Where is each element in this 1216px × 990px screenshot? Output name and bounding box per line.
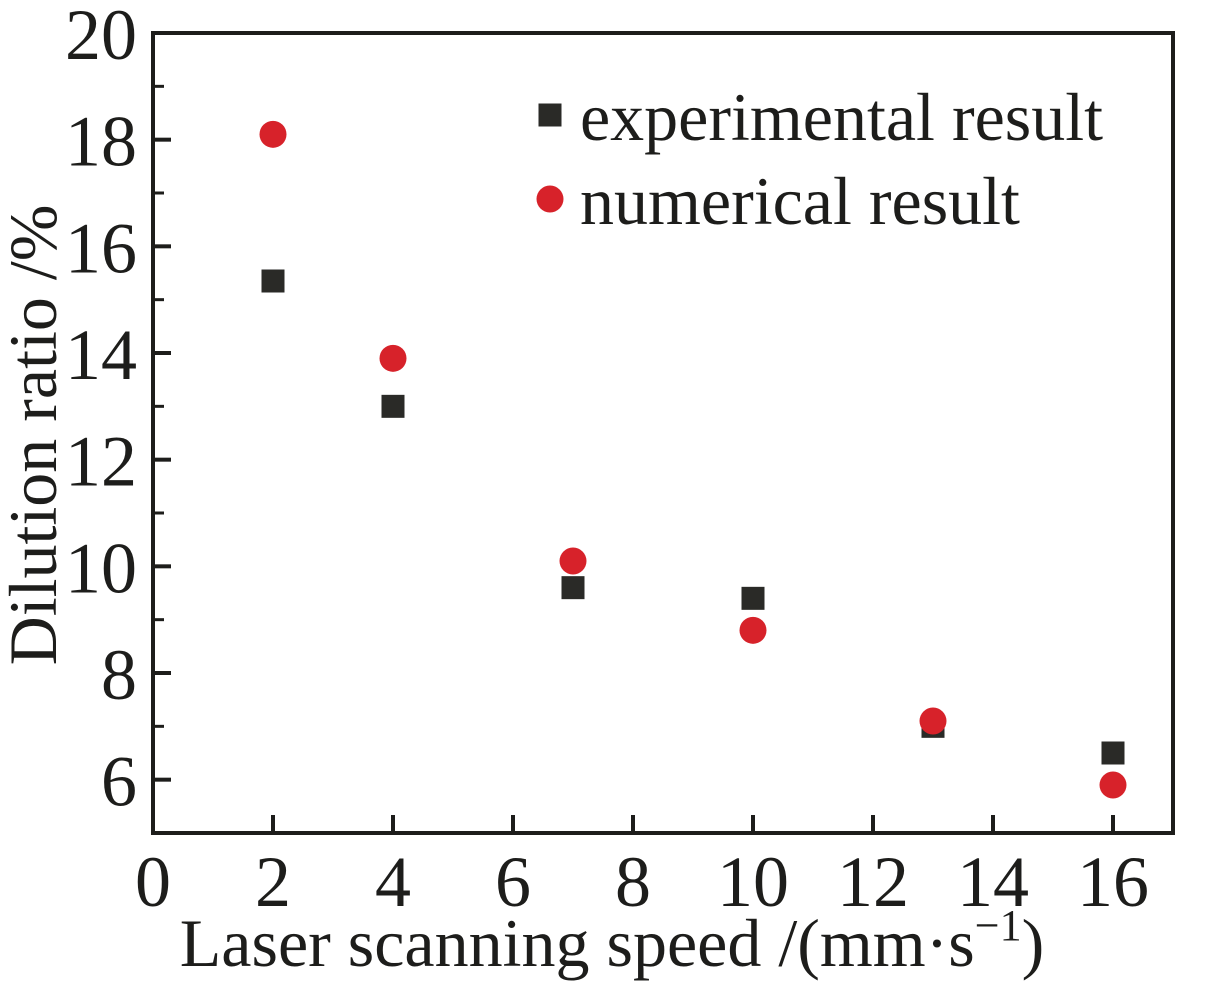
data-point-numerical-circle-marker: [1099, 771, 1127, 799]
y-tick-label: 6: [101, 742, 137, 822]
legend-circle-marker: [536, 185, 564, 213]
y-tick-label: 14: [65, 315, 137, 395]
y-tick-label: 12: [65, 422, 137, 502]
y-tick-label: 16: [65, 208, 137, 288]
x-tick-label: 4: [375, 842, 411, 922]
legend-item-experimental: experimental result: [580, 79, 1103, 155]
y-tick-label: 8: [101, 635, 137, 715]
data-point-experimental-square-marker: [381, 394, 405, 418]
x-tick-label: 12: [837, 842, 909, 922]
data-point-numerical-circle-marker: [259, 120, 287, 148]
legend-label: numerical result: [580, 163, 1020, 239]
data-point-experimental-square-marker: [261, 269, 285, 293]
legend-label: experimental result: [580, 79, 1103, 155]
y-tick-label: 20: [65, 0, 137, 75]
data-point-experimental-square-marker: [561, 576, 585, 600]
data-point-numerical-circle-marker: [379, 344, 407, 372]
y-tick-label: 18: [65, 102, 137, 182]
x-tick-label: 8: [615, 842, 651, 922]
plot-border: [151, 31, 1175, 835]
x-tick-label: 10: [717, 842, 789, 922]
data-point-numerical-circle-marker: [559, 547, 587, 575]
x-tick-label: 0: [135, 842, 171, 922]
x-tick-label: 6: [495, 842, 531, 922]
legend-item-numerical: numerical result: [580, 163, 1020, 239]
x-tick-label: 14: [957, 842, 1029, 922]
y-tick-label: 10: [65, 528, 137, 608]
x-tick-label: 2: [255, 842, 291, 922]
data-point-experimental-square-marker: [741, 586, 765, 610]
data-point-numerical-circle-marker: [739, 616, 767, 644]
legend-square-marker: [538, 103, 562, 127]
x-axis-title: Laser scanning speed /(mm·s−1): [180, 901, 1044, 981]
y-axis-title: Dilution ratio /%: [0, 205, 71, 666]
x-tick-label: 16: [1077, 842, 1149, 922]
data-point-numerical-circle-marker: [919, 707, 947, 735]
data-point-experimental-square-marker: [1101, 741, 1125, 765]
